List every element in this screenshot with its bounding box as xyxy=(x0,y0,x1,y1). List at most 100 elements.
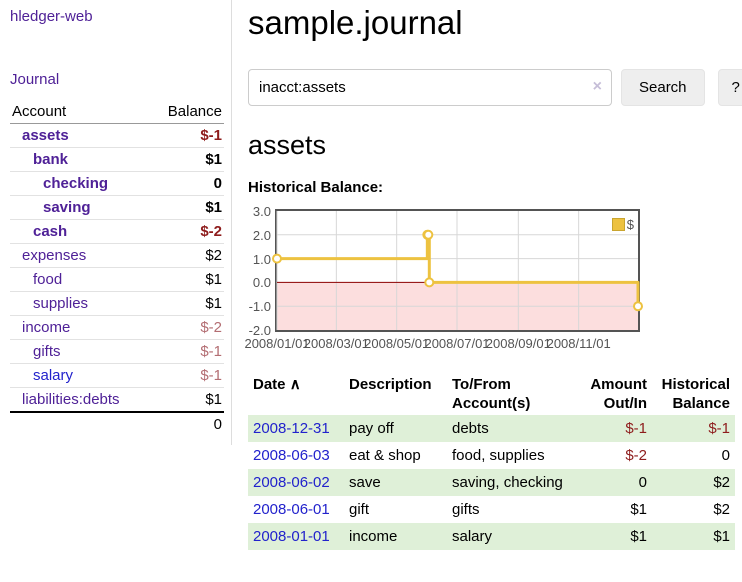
register-accounts: salary xyxy=(447,523,574,550)
account-balance: $1 xyxy=(150,291,224,316)
account-row: salary $-1 xyxy=(10,363,224,388)
register-header-amount: Amount Out/In xyxy=(590,376,647,412)
y-tick-label: 0.0 xyxy=(252,275,271,291)
sidebar-item-journal[interactable]: Journal xyxy=(10,71,60,88)
chart-heading: Historical Balance: xyxy=(248,179,384,196)
search-box: × xyxy=(248,69,612,106)
register-accounts: food, supplies xyxy=(452,447,545,464)
x-tick-label: 2008/07/01 xyxy=(424,336,490,351)
register-header-date-label: Date xyxy=(253,376,286,393)
y-tick-label: -1.0 xyxy=(248,299,271,315)
x-tick-label: 2008/03/01 xyxy=(303,336,369,351)
account-link-cash[interactable]: cash xyxy=(33,223,68,240)
accounts-header-account: Account xyxy=(10,100,151,124)
sort-up-icon: ∧ xyxy=(289,376,301,393)
x-tick-label: 2008/05/01 xyxy=(364,336,430,351)
register-amount: $1 xyxy=(574,523,652,550)
account-row: income $-2 xyxy=(10,315,224,340)
register-header-description: Description xyxy=(349,376,432,393)
register-header-row: Date ∧ Description To/From Account(s) Am… xyxy=(248,373,735,415)
account-balance: $-1 xyxy=(150,363,224,388)
x-tick-label: 2008/09/01 xyxy=(485,336,551,351)
account-link-food[interactable]: food xyxy=(33,271,63,288)
register-balance: 0 xyxy=(721,447,730,464)
account-balance: $-1 xyxy=(150,123,224,148)
account-link-salary[interactable]: salary xyxy=(33,367,74,384)
account-row: liabilities:debts $1 xyxy=(10,387,224,413)
register-description: gift xyxy=(349,501,370,518)
account-row: saving $1 xyxy=(10,195,224,220)
y-tick-label: 1.0 xyxy=(252,251,271,267)
account-link-assets[interactable]: assets xyxy=(22,127,69,144)
register-date-link[interactable]: 2008-12-31 xyxy=(253,420,330,437)
account-row: supplies $1 xyxy=(10,291,224,316)
balance-chart-plot: $ xyxy=(272,209,643,332)
account-balance: $1 xyxy=(150,195,224,220)
register-balance: $2 xyxy=(652,469,735,496)
register-row: 2008-06-03 eat & shop food, supplies $-2 0 xyxy=(248,442,735,469)
account-link-gifts[interactable]: gifts xyxy=(33,343,61,360)
register-header-date[interactable]: Date ∧ xyxy=(248,373,344,415)
register-date-link[interactable]: 2008-01-01 xyxy=(253,528,330,545)
accounts-table: Account Balance assets $-1 bank $1 checking 0… xyxy=(10,100,224,436)
register-amount: $-2 xyxy=(625,447,647,464)
register-header-accounts: To/From Account(s) xyxy=(452,376,531,412)
data-point xyxy=(424,277,435,288)
legend-label: $ xyxy=(626,217,634,232)
account-balance: $1 xyxy=(150,267,224,292)
data-point xyxy=(633,301,643,312)
account-balance: $-2 xyxy=(150,219,224,244)
account-balance: $1 xyxy=(150,147,224,172)
page-title: sample.journal xyxy=(248,4,463,41)
help-button[interactable]: ? xyxy=(717,69,742,106)
register-balance: $1 xyxy=(652,523,735,550)
accounts-table-body: assets $-1 bank $1 checking 0 saving $1 cash $-2 e… xyxy=(10,123,224,413)
account-link-bank[interactable]: bank xyxy=(33,151,69,168)
account-balance: $1 xyxy=(150,387,224,413)
account-balance: $2 xyxy=(150,243,224,268)
register-row: 2008-01-01 income salary $1 $1 xyxy=(248,523,735,550)
accounts-total-spacer xyxy=(10,411,151,436)
register-row: 2008-06-01 gift gifts $1 $2 xyxy=(248,496,735,523)
register-balance: $2 xyxy=(713,501,730,518)
account-link-liabilities-debts[interactable]: liabilities:debts xyxy=(22,391,120,408)
accounts-header-row: Account Balance xyxy=(10,100,224,124)
account-link-saving[interactable]: saving xyxy=(43,199,91,216)
register-accounts: debts xyxy=(447,415,574,442)
register-table-body: 2008-12-31 pay off debts $-1 $-1 2008-06-03 ea… xyxy=(248,415,735,550)
x-tick-label: 2008/01/01 xyxy=(244,336,310,351)
register-accounts: gifts xyxy=(452,501,480,518)
account-link-checking[interactable]: checking xyxy=(43,175,109,192)
register-header-balance: Historical Balance xyxy=(661,376,730,412)
search-form: × Search ? xyxy=(248,69,742,106)
balance-chart: $ 2008/01/01 2008/03/01 2008/05/01 2008/07/… xyxy=(244,205,668,352)
accounts-total-value: 0 xyxy=(150,411,224,436)
accounts-header-balance: Balance xyxy=(150,100,224,124)
clear-search-icon[interactable]: × xyxy=(592,78,602,95)
register-date-link[interactable]: 2008-06-01 xyxy=(253,501,330,518)
account-row: assets $-1 xyxy=(10,123,224,148)
register-table: Date ∧ Description To/From Account(s) Am… xyxy=(248,373,735,550)
register-date-link[interactable]: 2008-06-02 xyxy=(253,474,330,491)
account-link-supplies[interactable]: supplies xyxy=(33,295,89,312)
brand-link[interactable]: hledger-web xyxy=(10,8,93,25)
register-amount: $-1 xyxy=(574,415,652,442)
register-date-link[interactable]: 2008-06-03 xyxy=(253,447,330,464)
data-point xyxy=(272,253,282,264)
search-input[interactable] xyxy=(248,69,612,106)
search-button[interactable]: Search xyxy=(621,69,705,106)
app-layout: hledger-web Journal Account Balance asse… xyxy=(0,0,742,550)
register-accounts: saving, checking xyxy=(447,469,574,496)
account-link-expenses[interactable]: expenses xyxy=(22,247,87,264)
account-heading: assets xyxy=(248,130,327,160)
account-row: food $1 xyxy=(10,267,224,292)
sidebar: hledger-web Journal Account Balance asse… xyxy=(0,0,232,445)
register-amount: 0 xyxy=(574,469,652,496)
y-tick-label: -2.0 xyxy=(248,323,271,338)
chart-legend: $ xyxy=(611,217,634,232)
account-link-income[interactable]: income xyxy=(22,319,71,336)
y-tick-label: 3.0 xyxy=(252,204,271,219)
accounts-total-row: 0 xyxy=(10,411,224,436)
balance-chart-svg xyxy=(272,211,643,330)
register-description: save xyxy=(344,469,447,496)
